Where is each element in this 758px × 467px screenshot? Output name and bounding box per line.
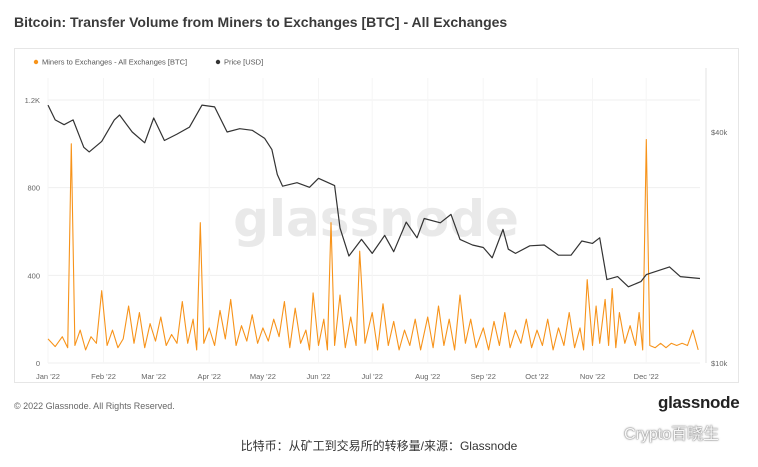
x-tick-label: Nov '22 xyxy=(580,372,605,381)
volume-series-line xyxy=(47,138,699,351)
grid-layer xyxy=(47,78,700,364)
x-tick-label: Sep '22 xyxy=(471,372,496,381)
y-left-tick-label: 400 xyxy=(27,271,40,280)
x-tick-label: Apr '22 xyxy=(197,372,221,381)
y-left-tick-label: 1.2K xyxy=(25,96,40,105)
chart-frame xyxy=(14,48,739,383)
y-right-tick-label: $40k xyxy=(711,128,728,137)
y-left-tick-label: 0 xyxy=(36,359,40,368)
series-layer xyxy=(47,104,701,351)
legend-marker-volume xyxy=(33,59,39,65)
price-series-line xyxy=(47,104,701,288)
chart-svg: glassnode Miners to Exchanges - All Exch… xyxy=(25,58,728,382)
x-tick-label: Jul '22 xyxy=(361,372,382,381)
chart-title: Bitcoin: Transfer Volume from Miners to … xyxy=(14,14,508,30)
y-left-tick-label: 800 xyxy=(27,184,40,193)
glassnode-logo: glassnode xyxy=(658,393,740,412)
legend: Miners to Exchanges - All Exchanges [BTC… xyxy=(33,58,263,67)
x-tick-label: Jan '22 xyxy=(36,372,60,381)
wechat-icon xyxy=(594,422,619,441)
x-tick-label: Mar '22 xyxy=(141,372,166,381)
legend-label-volume[interactable]: Miners to Exchanges - All Exchanges [BTC… xyxy=(42,58,187,67)
x-tick-label: Jun '22 xyxy=(306,372,330,381)
image-caption: 比特币：从矿工到交易所的转移量/来源：Glassnode xyxy=(240,439,518,453)
y-right-tick-label: $10k xyxy=(711,359,728,368)
legend-marker-price xyxy=(215,59,221,65)
axes-layer: 0 400 800 1.2K $10k $40k Jan '22 Feb '22 Mar '22… xyxy=(25,68,728,381)
x-tick-label: Dec '22 xyxy=(634,372,659,381)
x-tick-label: May '22 xyxy=(250,372,276,381)
x-tick-label: Aug '22 xyxy=(415,372,440,381)
wechat-account-name: Crypto百晓生 xyxy=(624,426,720,443)
wechat-watermark: Crypto百晓生 xyxy=(594,420,719,444)
watermark: glassnode xyxy=(233,190,519,248)
x-tick-label: Oct '22 xyxy=(525,372,549,381)
x-tick-label: Feb '22 xyxy=(91,372,116,381)
copyright-text: © 2022 Glassnode. All Rights Reserved. xyxy=(14,401,175,411)
legend-label-price[interactable]: Price [USD] xyxy=(224,58,263,67)
